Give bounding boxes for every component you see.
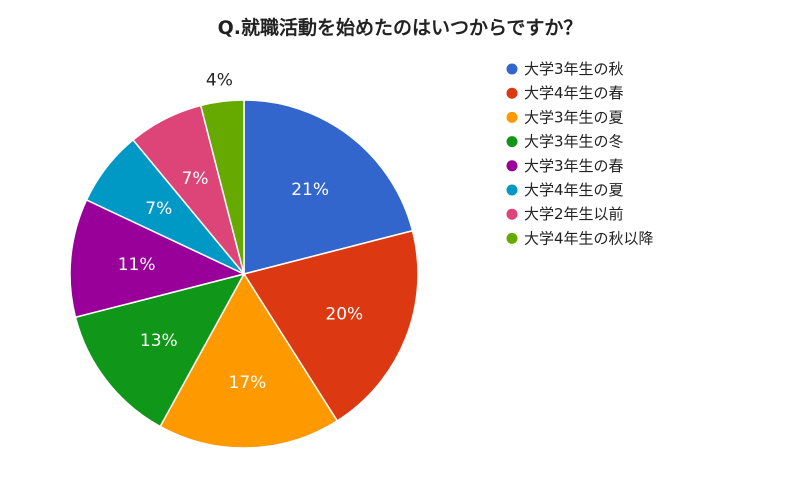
pie-slices <box>69 99 419 449</box>
pie-slice <box>199 99 245 275</box>
legend-label: 大学4年生の春 <box>524 84 624 102</box>
legend-label: 大学4年生の秋以降 <box>524 229 654 247</box>
chart-title: Q.就職活動を始めたのはいつからですか？ <box>218 16 583 39</box>
legend-marker <box>506 87 518 99</box>
pie-slice <box>74 272 246 428</box>
legend-label: 大学2年生以前 <box>524 205 624 223</box>
slice-value-label: 4% <box>206 71 233 91</box>
pie-slice <box>69 198 247 319</box>
legend-marker <box>506 208 518 220</box>
slice-value-label: 20% <box>325 305 363 325</box>
slice-value-label: 11% <box>118 255 156 275</box>
slice-value-label: 17% <box>229 373 267 393</box>
pie-slice <box>242 229 419 422</box>
legend-label: 大学3年生の冬 <box>524 133 624 151</box>
legend-label: 大学3年生の夏 <box>524 108 624 126</box>
slice-value-label: 13% <box>140 331 178 351</box>
legend-marker <box>506 136 518 148</box>
slice-value-label: 7% <box>145 199 172 219</box>
legend-label: 大学3年生の秋 <box>524 60 624 78</box>
legend-label: 大学4年生の夏 <box>524 181 624 199</box>
legend-label: 大学3年生の春 <box>524 157 624 175</box>
legend: 大学3年生の秋大学4年生の春大学3年生の夏大学3年生の冬大学3年生の春大学4年生… <box>506 60 654 247</box>
slice-value-label: 21% <box>291 180 329 200</box>
legend-marker <box>506 232 518 244</box>
pie-slice-labels: 21% 20% 17% 13% 11% 7% 7% 4% <box>118 71 363 393</box>
legend-marker <box>506 111 518 123</box>
legend-marker <box>506 63 518 75</box>
slice-value-label: 7% <box>182 169 209 189</box>
pie-slice <box>159 272 339 449</box>
legend-marker <box>506 160 518 172</box>
legend-marker <box>506 184 518 196</box>
pie-slice <box>243 99 414 275</box>
